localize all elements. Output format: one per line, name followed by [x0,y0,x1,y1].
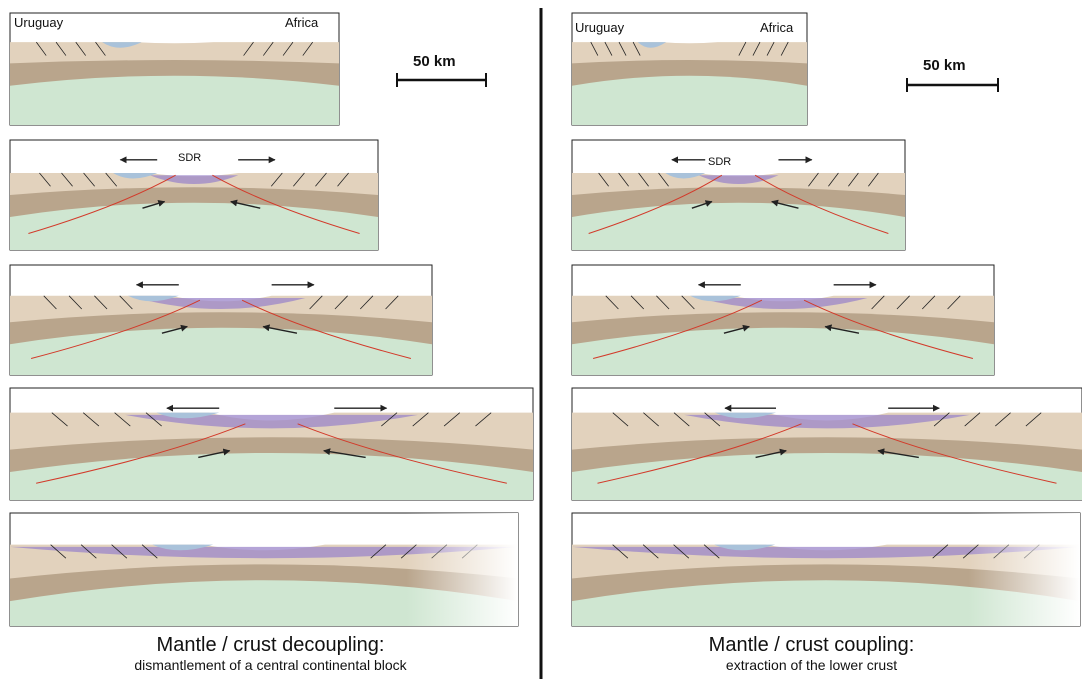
cross-section-panel [571,264,995,376]
caption-left-subtitle: dismantlement of a central continental b… [134,657,407,673]
caption-right-subtitle: extraction of the lower crust [725,657,898,673]
scale-bar-right: 50 km [906,57,999,92]
cross-section-panel [571,12,808,126]
cross-section-panel [9,139,379,251]
cross-section-panel [9,387,534,501]
caption-left: Mantle / crust decoupling: dismantlement… [0,633,541,674]
sdr-label-right: SDR [708,156,731,168]
cross-section-panel [571,139,906,251]
africa-label-left: Africa [285,15,319,30]
cross-section-panel [9,512,519,627]
caption-right: Mantle / crust coupling: extraction of t… [541,633,1082,674]
cross-section-panel [571,512,1081,627]
africa-label-right: Africa [760,20,794,35]
caption-right-title: Mantle / crust coupling: [708,634,915,656]
cross-section-panel [9,12,340,126]
cross-section-panel [9,264,433,376]
svg-text:50 km: 50 km [923,57,966,74]
sdr-label-left: SDR [178,152,201,164]
uruguay-label-right: Uruguay [575,20,625,35]
svg-text:50 km: 50 km [413,53,456,70]
cross-section-panel [571,387,1082,501]
caption-left-title: Mantle / crust decoupling: [156,634,385,656]
scale-bar-left: 50 km [396,53,487,87]
uruguay-label-left: Uruguay [14,15,64,30]
